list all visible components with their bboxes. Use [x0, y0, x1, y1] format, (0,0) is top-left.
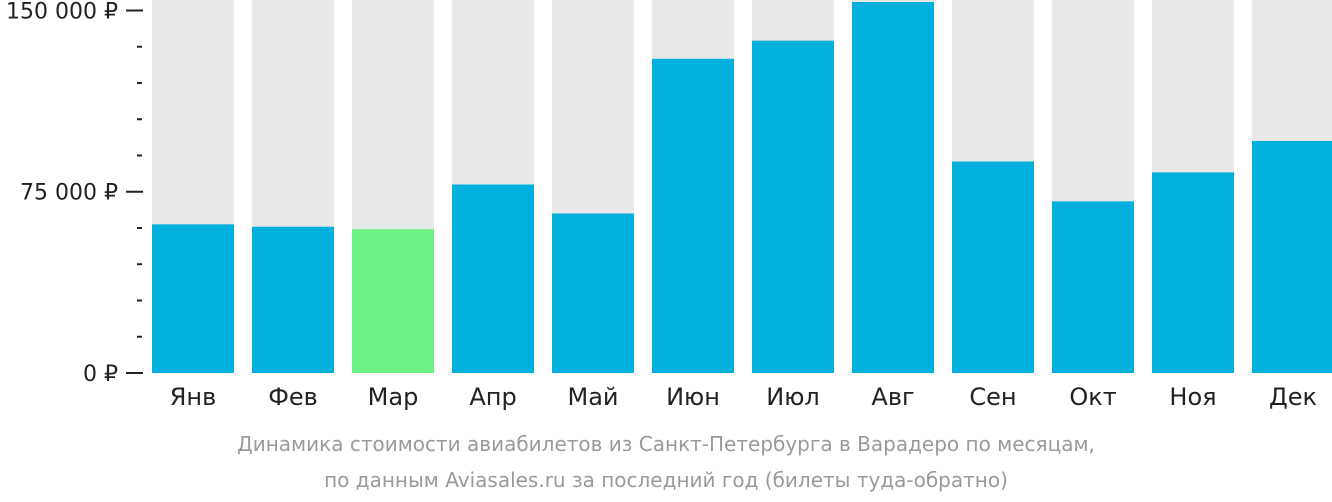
x-tick-label: Сен	[969, 383, 1016, 411]
x-tick-label: Окт	[1069, 383, 1116, 411]
x-tick-label: Мар	[368, 383, 419, 411]
bar-5	[552, 213, 634, 373]
y-tick-label: 150 000 ₽	[6, 0, 118, 24]
bar-4	[452, 184, 534, 373]
x-axis-labels: Янв Фев Мар Апр Май Июн Июл Авг Сен Окт Ноя Дек	[170, 383, 1317, 411]
bar-10	[1052, 201, 1134, 373]
bar-2	[252, 226, 334, 373]
bar-3	[352, 229, 434, 373]
bar-1	[152, 224, 234, 373]
x-tick-label: Фев	[268, 383, 318, 411]
chart-caption-line-1: Динамика стоимости авиабилетов из Санкт-…	[237, 432, 1095, 456]
bar-9	[952, 161, 1034, 373]
x-tick-label: Май	[567, 383, 618, 411]
y-tick-label: 75 000 ₽	[20, 181, 118, 206]
chart-caption-line-2: по данным Aviasales.ru за последний год …	[324, 468, 1008, 492]
bar-6	[652, 58, 734, 374]
x-tick-label: Ноя	[1169, 383, 1216, 411]
bar-12	[1252, 140, 1332, 373]
x-tick-label: Июл	[766, 383, 820, 411]
x-tick-label: Июн	[666, 383, 720, 411]
y-axis: 0 ₽ 75 000 ₽ 150 000 ₽	[6, 0, 143, 387]
x-tick-label: Янв	[170, 383, 217, 411]
x-tick-label: Дек	[1269, 383, 1317, 411]
x-tick-label: Авг	[871, 383, 914, 411]
bar-11	[1152, 172, 1234, 373]
x-tick-label: Апр	[469, 383, 516, 411]
bars	[152, 2, 1332, 374]
bar-7	[752, 40, 834, 373]
bar-8	[852, 2, 934, 373]
y-tick-label: 0 ₽	[83, 362, 118, 387]
